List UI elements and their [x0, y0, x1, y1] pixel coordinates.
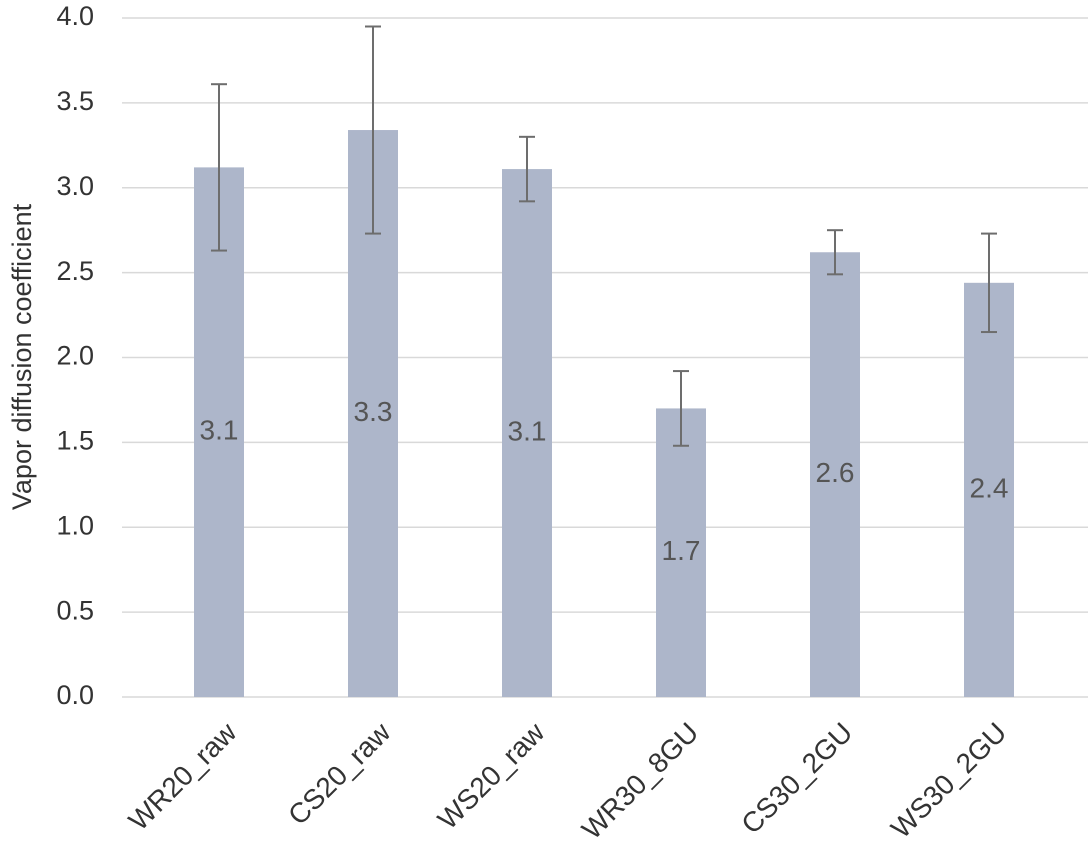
- y-tick-label: 4.0: [56, 1, 94, 31]
- data-label: 3.1: [508, 415, 547, 446]
- y-tick-label: 0.5: [56, 595, 94, 625]
- bar: [656, 408, 706, 697]
- x-tick-label: WS20_raw: [432, 716, 551, 835]
- data-label: 2.4: [970, 472, 1009, 503]
- data-label: 3.3: [354, 396, 393, 427]
- y-tick-label: 3.5: [56, 86, 94, 116]
- y-tick-label: 2.0: [56, 341, 94, 371]
- data-label: 2.6: [816, 457, 855, 488]
- y-tick-label: 2.5: [56, 256, 94, 286]
- x-tick-label: WS30_2GU: [885, 717, 1013, 845]
- data-label: 1.7: [662, 535, 701, 566]
- bar: [964, 282, 1014, 697]
- x-tick-label: WR30_8GU: [576, 717, 705, 846]
- y-tick-label: 3.0: [56, 171, 94, 201]
- y-tick-label: 1.0: [56, 510, 94, 540]
- x-tick-label: WR20_raw: [123, 716, 243, 836]
- x-tick-label: CS20_raw: [282, 716, 397, 831]
- x-tick-label: CS30_2GU: [735, 717, 858, 840]
- y-axis-title: Vapor diffusion coefficient: [7, 203, 37, 510]
- bar: [502, 169, 552, 697]
- bar: [194, 167, 244, 697]
- y-tick-label: 0.0: [56, 680, 94, 710]
- bar: [810, 252, 860, 697]
- data-label: 3.1: [200, 415, 239, 446]
- y-tick-label: 1.5: [56, 426, 94, 456]
